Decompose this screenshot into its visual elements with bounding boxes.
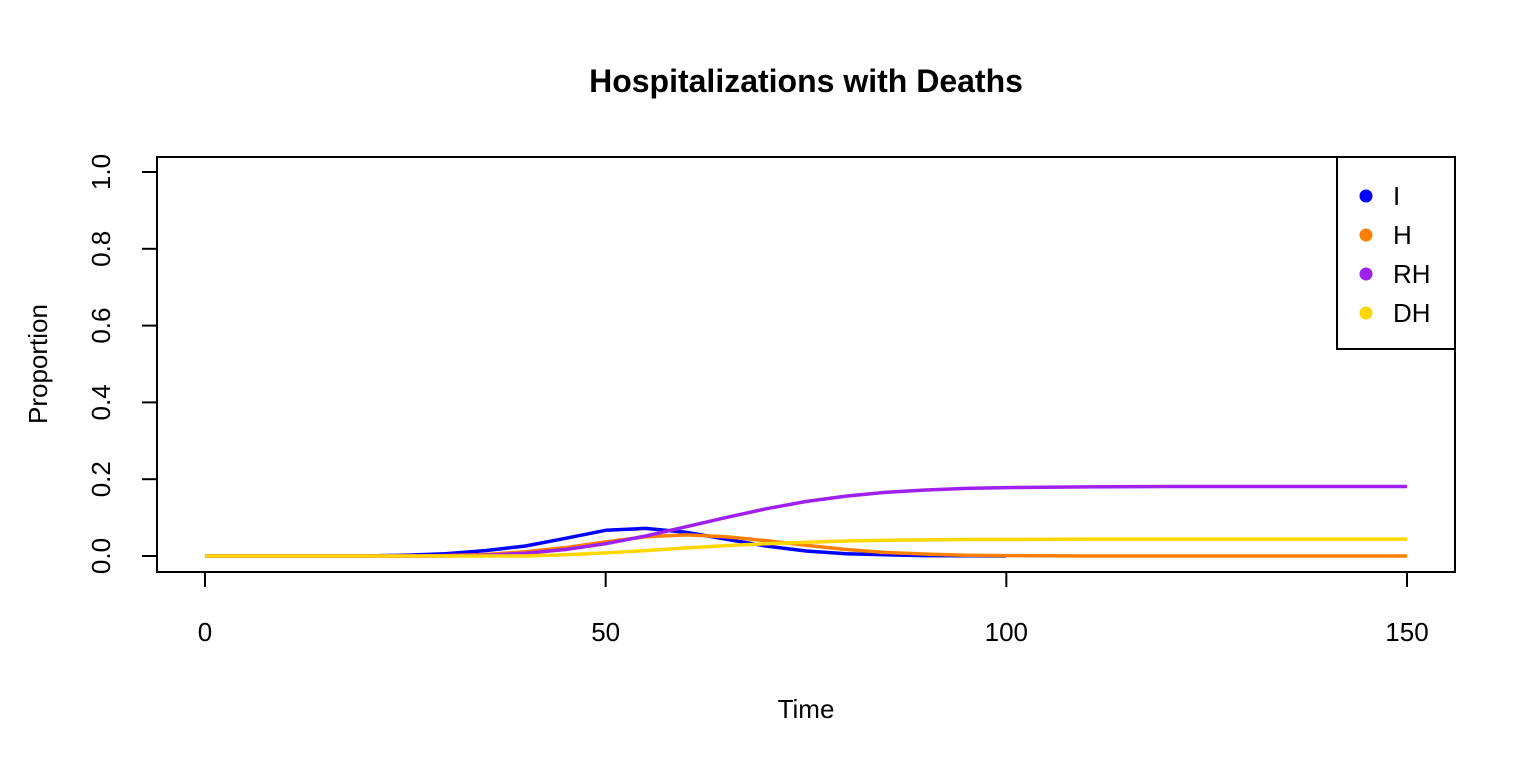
legend-marker-dh — [1359, 306, 1373, 320]
x-axis: 0 50 100 150 — [198, 571, 1429, 647]
series-layer — [205, 484, 1407, 558]
legend-marker-rh — [1359, 267, 1373, 281]
y-tick-label: 0.2 — [86, 461, 116, 497]
y-tick-label: 0.6 — [86, 308, 116, 344]
legend-label-i: I — [1393, 181, 1400, 211]
plot-frame — [156, 156, 1456, 573]
y-tick-label: 1.0 — [86, 154, 116, 190]
y-axis: 0.0 0.2 0.4 0.6 0.8 1.0 — [86, 154, 158, 574]
x-axis-label: Time — [778, 694, 835, 724]
x-tick-label: 100 — [985, 617, 1028, 647]
chart-title: Hospitalizations with Deaths — [589, 63, 1023, 99]
x-tick-label: 0 — [198, 617, 212, 647]
series-line-rh — [205, 484, 1407, 558]
legend-label-dh: DH — [1393, 298, 1431, 328]
y-tick-label: 0.4 — [86, 384, 116, 420]
x-tick-label: 50 — [591, 617, 620, 647]
y-axis-label: Proportion — [23, 304, 53, 424]
legend-marker-h — [1359, 228, 1373, 242]
legend-label-rh: RH — [1393, 259, 1431, 289]
x-tick-label: 150 — [1385, 617, 1428, 647]
y-tick-label: 0.0 — [86, 538, 116, 574]
legend: IH RH DH — [1336, 156, 1456, 350]
legend-marker-i — [1359, 189, 1373, 203]
y-tick-label: 0.8 — [86, 231, 116, 267]
series-line-dh — [205, 537, 1407, 558]
legend-box — [1336, 156, 1456, 350]
legend-label-h: H — [1393, 220, 1412, 250]
